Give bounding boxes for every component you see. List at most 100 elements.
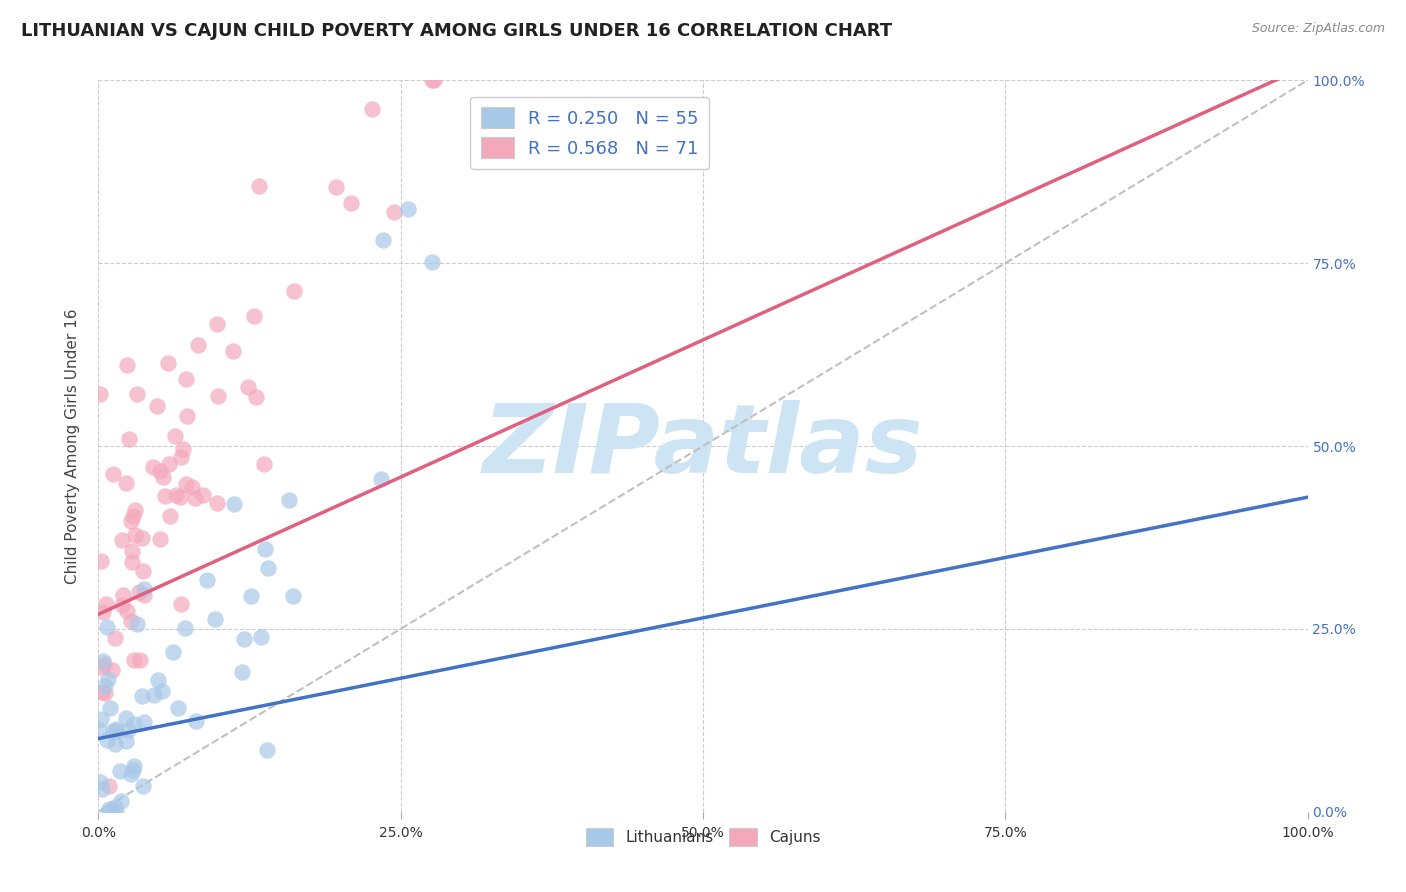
Point xyxy=(115,475,138,490)
Point xyxy=(242,309,264,323)
Point xyxy=(221,343,243,358)
Point xyxy=(165,488,187,502)
Point xyxy=(96,733,118,747)
Point xyxy=(149,532,172,546)
Point xyxy=(132,582,155,596)
Point xyxy=(361,102,384,116)
Point xyxy=(423,73,446,87)
Point xyxy=(128,585,150,599)
Point xyxy=(101,723,124,738)
Point xyxy=(370,472,392,486)
Point xyxy=(90,712,112,726)
Point xyxy=(195,573,218,587)
Point xyxy=(146,673,169,687)
Point xyxy=(93,679,115,693)
Point xyxy=(104,738,127,752)
Point xyxy=(162,645,184,659)
Point xyxy=(281,589,304,603)
Point xyxy=(110,794,132,808)
Point xyxy=(420,73,443,87)
Point xyxy=(104,805,127,819)
Text: Source: ZipAtlas.com: Source: ZipAtlas.com xyxy=(1251,22,1385,36)
Point xyxy=(183,491,205,505)
Point xyxy=(145,399,167,413)
Point xyxy=(143,688,166,702)
Text: LITHUANIAN VS CAJUN CHILD POVERTY AMONG GIRLS UNDER 16 CORRELATION CHART: LITHUANIAN VS CAJUN CHILD POVERTY AMONG … xyxy=(21,22,893,40)
Point xyxy=(90,554,112,568)
Point xyxy=(150,684,173,698)
Point xyxy=(121,555,143,569)
Point xyxy=(117,604,139,618)
Point xyxy=(245,390,267,404)
Point xyxy=(120,514,142,528)
Point xyxy=(122,509,145,524)
Point xyxy=(124,503,146,517)
Point xyxy=(174,477,197,491)
Point xyxy=(111,598,134,612)
Point xyxy=(98,701,121,715)
Point xyxy=(253,542,276,557)
Point xyxy=(104,723,127,738)
Point xyxy=(104,631,127,645)
Point xyxy=(278,492,301,507)
Point xyxy=(382,205,405,219)
Point xyxy=(253,457,276,471)
Point xyxy=(142,460,165,475)
Point xyxy=(420,255,443,269)
Point xyxy=(205,318,228,332)
Point xyxy=(250,630,273,644)
Point xyxy=(93,605,115,619)
Point xyxy=(172,442,194,456)
Point xyxy=(207,389,229,403)
Point xyxy=(112,588,135,602)
Point xyxy=(131,532,153,546)
Point xyxy=(129,653,152,667)
Point xyxy=(125,387,148,401)
Point xyxy=(101,467,124,482)
Point xyxy=(169,450,191,465)
Point xyxy=(204,612,226,626)
Point xyxy=(339,195,361,210)
Point xyxy=(89,774,111,789)
Point xyxy=(152,469,174,483)
Point xyxy=(156,356,179,370)
Point xyxy=(373,233,395,247)
Point xyxy=(134,715,156,730)
Point xyxy=(159,508,181,523)
Legend: Lithuanians, Cajuns: Lithuanians, Cajuns xyxy=(576,820,830,855)
Point xyxy=(283,284,305,298)
Point xyxy=(157,458,180,472)
Point xyxy=(169,490,191,504)
Point xyxy=(257,560,280,574)
Point xyxy=(325,179,347,194)
Point xyxy=(97,672,120,686)
Text: ZIPatlas: ZIPatlas xyxy=(482,400,924,492)
Point xyxy=(93,686,115,700)
Point xyxy=(105,722,128,736)
Point xyxy=(115,358,138,372)
Point xyxy=(122,764,145,778)
Point xyxy=(236,379,259,393)
Point xyxy=(97,805,120,819)
Point xyxy=(131,690,153,704)
Point xyxy=(117,723,139,738)
Point xyxy=(93,654,115,668)
Point xyxy=(124,528,146,542)
Point xyxy=(173,621,195,635)
Point xyxy=(89,387,111,401)
Point xyxy=(91,660,114,674)
Point xyxy=(93,657,115,672)
Point xyxy=(118,432,141,446)
Point xyxy=(205,496,228,510)
Point xyxy=(90,782,112,797)
Point xyxy=(124,758,146,772)
Point xyxy=(104,800,127,814)
Point xyxy=(115,711,138,725)
Point xyxy=(98,802,121,816)
Point xyxy=(122,653,145,667)
Point xyxy=(240,589,263,603)
Point xyxy=(222,497,245,511)
Point xyxy=(121,767,143,781)
Point xyxy=(233,632,256,646)
Point xyxy=(96,597,118,611)
